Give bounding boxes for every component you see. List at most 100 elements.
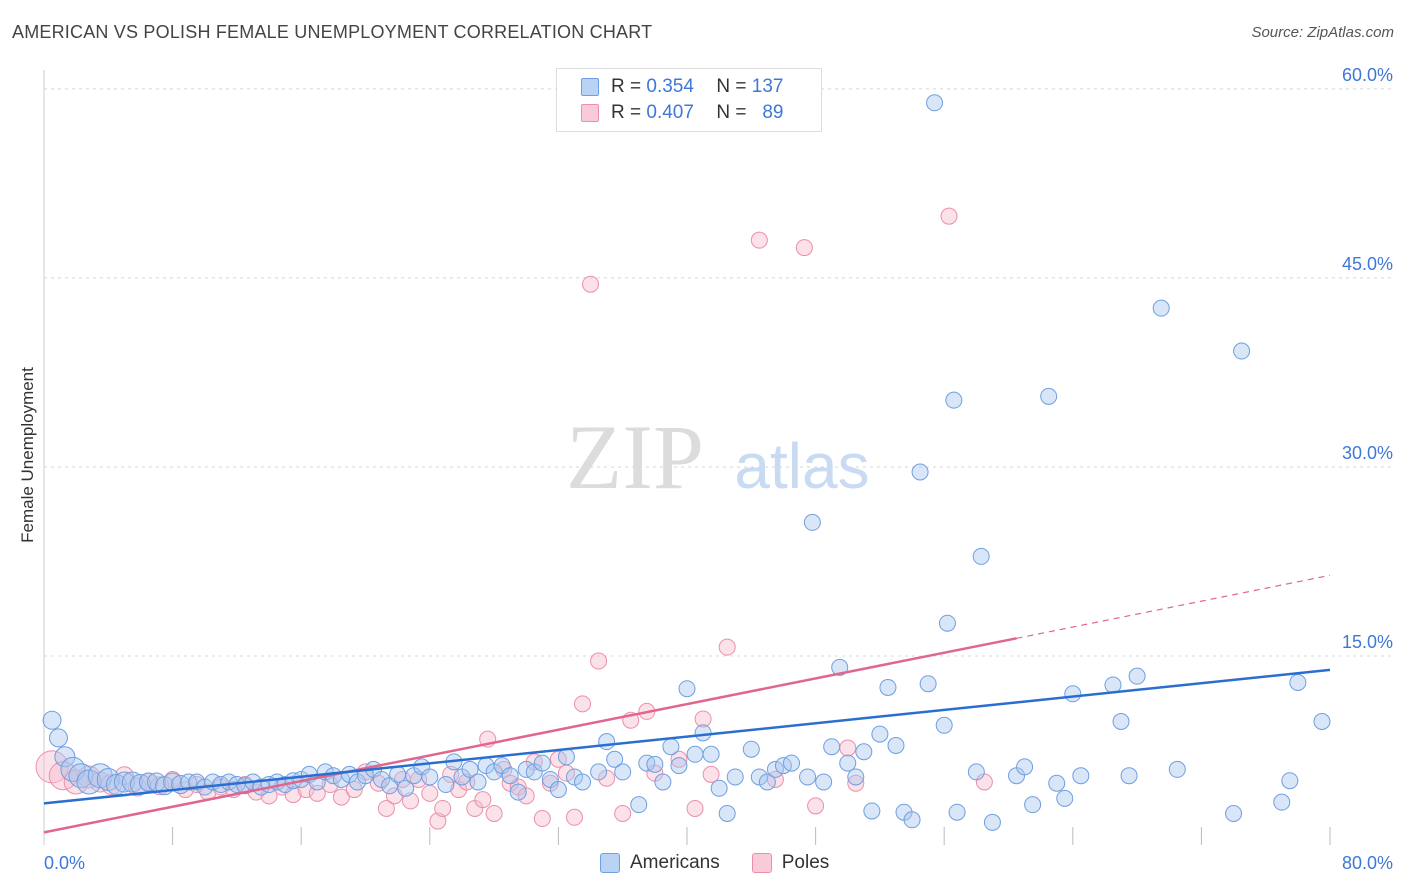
americans-point	[815, 773, 833, 791]
americans-point	[710, 779, 728, 797]
americans-point	[397, 779, 415, 797]
americans-point	[421, 768, 439, 786]
americans-point	[654, 773, 672, 791]
americans-point	[887, 736, 905, 754]
chart-title: AMERICAN VS POLISH FEMALE UNEMPLOYMENT C…	[12, 22, 653, 42]
legend-row-americans: R = 0.354 N = 137	[581, 75, 783, 99]
americans-point	[742, 740, 760, 758]
americans-point	[831, 658, 849, 676]
americans-point	[766, 760, 784, 778]
americans-point	[662, 738, 680, 756]
americans-point	[1056, 789, 1074, 807]
americans-point	[1225, 804, 1243, 822]
tick-labels: 15.0% 30.0% 45.0% 60.0% 0.0% 80.0%	[44, 65, 1393, 873]
americans-point	[718, 804, 736, 822]
americans-point	[782, 754, 800, 772]
poles-trend-extension	[1016, 574, 1331, 639]
americans-point	[750, 768, 768, 786]
americans-point	[501, 767, 519, 785]
poles-trend-line	[43, 637, 1017, 834]
poles-point	[485, 804, 503, 822]
poles-point	[839, 739, 857, 757]
legend-n-label: N =	[716, 102, 747, 123]
x-tick-label: 80.0%	[1342, 853, 1393, 873]
poles-point	[694, 710, 712, 728]
poles-point	[574, 695, 592, 713]
americans-point	[823, 738, 841, 756]
americans-point	[598, 733, 616, 751]
americans-point	[1024, 796, 1042, 814]
americans-point	[847, 768, 865, 786]
americans-point	[437, 776, 455, 794]
poles-swatch	[751, 853, 772, 873]
americans-point	[879, 678, 897, 696]
americans-point	[590, 763, 608, 781]
americans-point	[138, 772, 158, 792]
poles-point	[377, 799, 395, 817]
americans-point	[614, 763, 632, 781]
bottom-legend-poles: Poles	[751, 852, 829, 874]
americans-point	[935, 716, 953, 734]
americans-point	[574, 773, 592, 791]
americans-point	[758, 773, 776, 791]
legend-row-poles: R = 0.407 N = 89	[581, 101, 783, 125]
americans-point	[1233, 342, 1251, 360]
americans-points	[42, 94, 1331, 831]
americans-point	[1168, 760, 1186, 778]
americans-point	[871, 725, 889, 743]
poles-point	[795, 239, 813, 257]
trend-lines	[43, 574, 1331, 834]
poles-point	[474, 791, 492, 809]
poles-point	[940, 207, 958, 225]
y-tick-label: 15.0%	[1342, 632, 1393, 652]
poles-point	[670, 750, 688, 768]
y-tick-label: 60.0%	[1342, 65, 1393, 85]
americans-point	[1048, 774, 1066, 792]
poles-point	[565, 808, 583, 826]
poles-point	[614, 804, 632, 822]
americans-point	[926, 94, 944, 112]
poles-point	[686, 799, 704, 817]
americans-label: Americans	[630, 852, 720, 873]
americans-point	[42, 710, 62, 730]
poles-point	[442, 765, 460, 783]
americans-point	[863, 802, 881, 820]
poles-point	[750, 231, 768, 249]
poles-point	[718, 638, 736, 656]
legend-n-label: N =	[716, 76, 747, 97]
americans-point	[702, 745, 720, 763]
americans-point	[48, 728, 68, 748]
legend-r-label: R =	[611, 102, 642, 123]
americans-point	[121, 771, 143, 793]
legend-n-value: 89	[762, 102, 784, 123]
poles-point	[582, 275, 600, 293]
americans-point	[1313, 713, 1331, 731]
americans-point	[557, 748, 575, 766]
americans-point	[549, 781, 567, 799]
americans-point	[1072, 767, 1090, 785]
bottom-legend-americans: Americans	[600, 852, 720, 874]
americans-point	[1281, 772, 1299, 790]
americans-point	[799, 768, 817, 786]
americans-point	[1152, 299, 1170, 317]
americans-point	[686, 745, 704, 763]
gridlines	[44, 88, 1395, 657]
americans-point	[113, 771, 135, 793]
legend-swatch-americans	[581, 78, 599, 96]
americans-point	[565, 768, 583, 786]
americans-point	[1120, 767, 1138, 785]
poles-point	[702, 765, 720, 783]
americans-point	[54, 746, 76, 768]
americans-point	[670, 757, 688, 775]
legend: R = 0.354 N = 137 R = 0.407 N = 89	[556, 68, 822, 132]
poles-point	[847, 774, 865, 792]
americans-point	[678, 680, 696, 698]
legend-r-label: R =	[611, 76, 642, 97]
americans-point	[76, 769, 102, 795]
americans-point	[983, 813, 1001, 831]
americans-point	[855, 743, 873, 761]
americans-point	[948, 803, 966, 821]
americans-point	[105, 774, 127, 796]
legend-r-value: 0.354	[646, 76, 694, 97]
americans-point	[1112, 713, 1130, 731]
